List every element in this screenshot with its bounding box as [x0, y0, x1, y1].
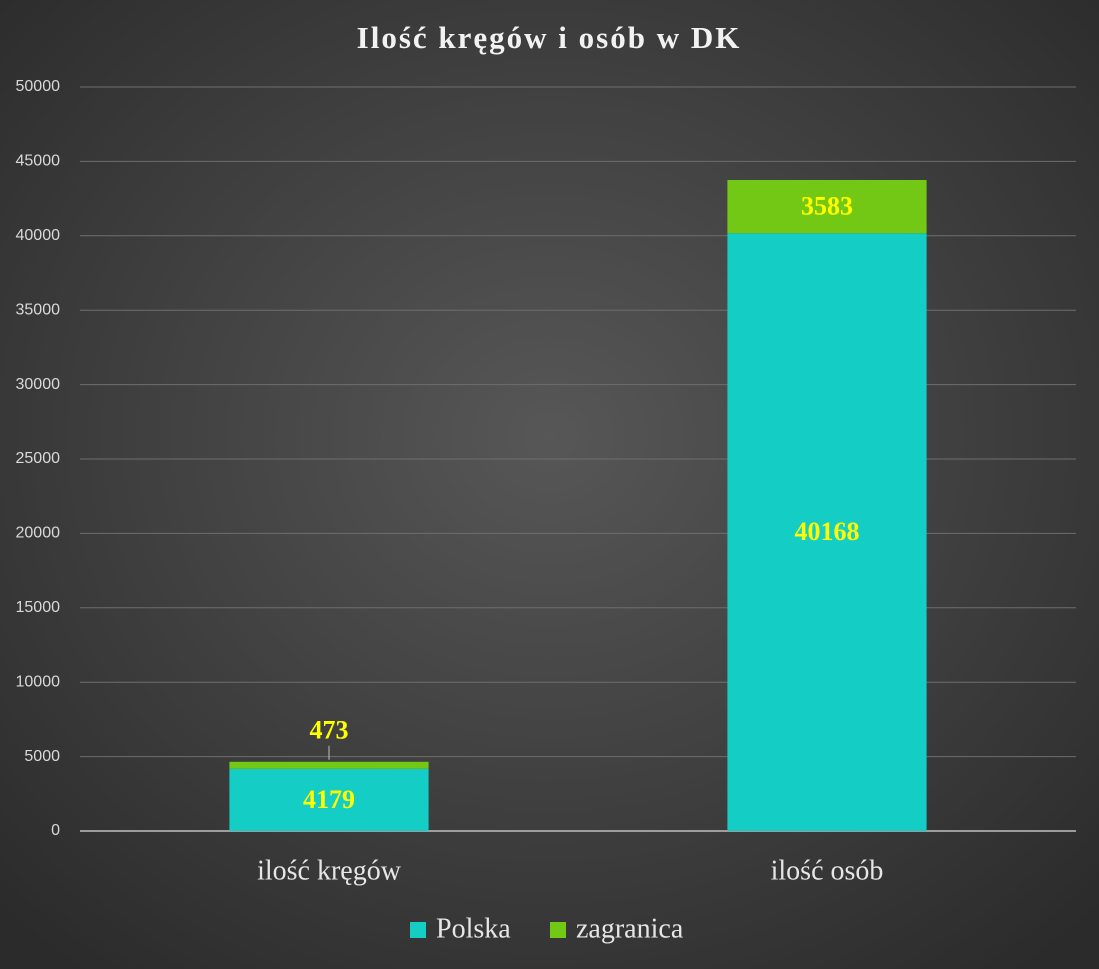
- legend-label: Polska: [436, 913, 511, 944]
- chart-title: Ilość kręgów i osób w DK: [357, 20, 742, 55]
- legend-swatch: [550, 922, 566, 938]
- bar-segment: [727, 233, 927, 831]
- legend-swatch: [410, 922, 426, 938]
- y-tick-label: 40000: [16, 227, 61, 244]
- legend-label: zagranica: [576, 913, 684, 944]
- y-tick-label: 30000: [16, 376, 61, 393]
- y-tick-label: 20000: [16, 525, 61, 542]
- x-tick-label: ilość osób: [771, 855, 884, 886]
- y-tick-label: 5000: [24, 748, 60, 765]
- y-tick-label: 50000: [16, 78, 61, 95]
- y-tick-label: 10000: [16, 673, 61, 690]
- bar-segment: [229, 761, 429, 769]
- y-tick-label: 25000: [16, 450, 61, 467]
- y-tick-label: 35000: [16, 301, 61, 318]
- bar-segment: [229, 768, 429, 831]
- data-label: 473: [310, 716, 349, 745]
- bar-segment: [727, 179, 927, 234]
- data-label: 4179: [303, 785, 355, 814]
- y-tick-label: 0: [51, 822, 60, 839]
- x-tick-label: ilość kręgów: [257, 855, 402, 886]
- y-tick-label: 45000: [16, 153, 61, 170]
- y-tick-label: 15000: [16, 599, 61, 616]
- data-label: 40168: [795, 517, 860, 546]
- data-label: 3583: [801, 192, 853, 221]
